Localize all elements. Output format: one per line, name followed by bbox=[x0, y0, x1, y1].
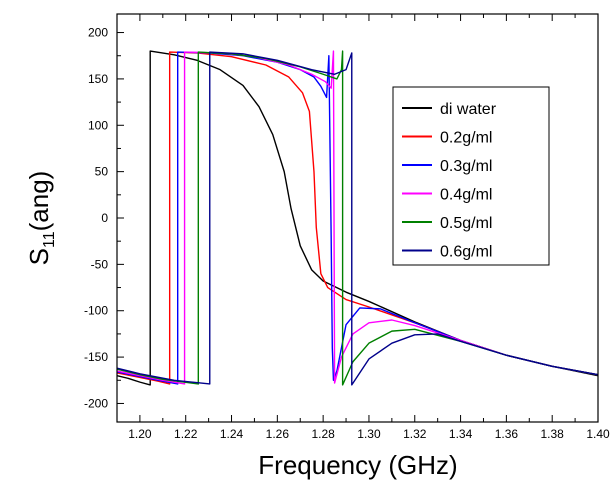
x-tick-label: 1.22 bbox=[174, 427, 198, 441]
y-axis-title-main: S bbox=[24, 248, 54, 265]
y-tick-label: 100 bbox=[88, 118, 108, 132]
x-tick-label: 1.24 bbox=[220, 427, 244, 441]
y-axis-title: S11(ang) bbox=[24, 171, 58, 266]
y-axis: -200 -150 -100 -50 0 50 100 150 200 bbox=[84, 26, 124, 410]
x-tick-label: 1.30 bbox=[357, 427, 381, 441]
y-tick-label: -150 bbox=[84, 350, 108, 364]
y-tick-label: 0 bbox=[101, 211, 108, 225]
x-tick-label: 1.38 bbox=[541, 427, 565, 441]
x-tick-label: 1.34 bbox=[449, 427, 473, 441]
y-tick-label: 50 bbox=[95, 165, 109, 179]
legend-label: 0.2g/ml bbox=[440, 130, 492, 147]
x-axis: 1.20 1.22 1.24 1.26 1.28 1.30 1.32 1.34 1.36 1.38… bbox=[128, 14, 610, 441]
legend-box bbox=[392, 86, 550, 266]
x-tick-label: 1.32 bbox=[403, 427, 427, 441]
y-tick-label: -200 bbox=[84, 396, 108, 410]
y-axis-title-sub: 11 bbox=[41, 231, 58, 248]
series-line-5 bbox=[117, 51, 598, 386]
x-tick-label: 1.20 bbox=[128, 427, 152, 441]
y-tick-label: -50 bbox=[91, 257, 109, 271]
x-axis-title: Frequency (GHz) bbox=[258, 450, 457, 480]
series-layer bbox=[117, 50, 598, 386]
legend-label: 0.5g/ml bbox=[440, 215, 492, 232]
series-line-2 bbox=[117, 51, 598, 385]
y-tick-label: -100 bbox=[84, 304, 108, 318]
x-tick-label: 1.26 bbox=[266, 427, 290, 441]
y-axis-title-rest: (ang) bbox=[24, 171, 54, 232]
legend-label: 0.3g/ml bbox=[440, 158, 492, 175]
y-tick-label: 150 bbox=[88, 72, 108, 86]
x-tick-label: 1.40 bbox=[586, 427, 610, 441]
y-tick-label: 200 bbox=[88, 26, 108, 40]
legend-label: 0.6g/ml bbox=[440, 244, 492, 261]
legend-label: di water bbox=[440, 101, 497, 118]
series-line-3 bbox=[117, 50, 598, 385]
legend: di water 0.2g/ml 0.3g/ml 0.4g/ml 0.5g/ml 0.6g… bbox=[392, 86, 550, 266]
x-tick-label: 1.36 bbox=[495, 427, 519, 441]
x-tick-label: 1.28 bbox=[311, 427, 335, 441]
legend-label: 0.4g/ml bbox=[440, 187, 492, 204]
series-line-4 bbox=[117, 50, 598, 386]
